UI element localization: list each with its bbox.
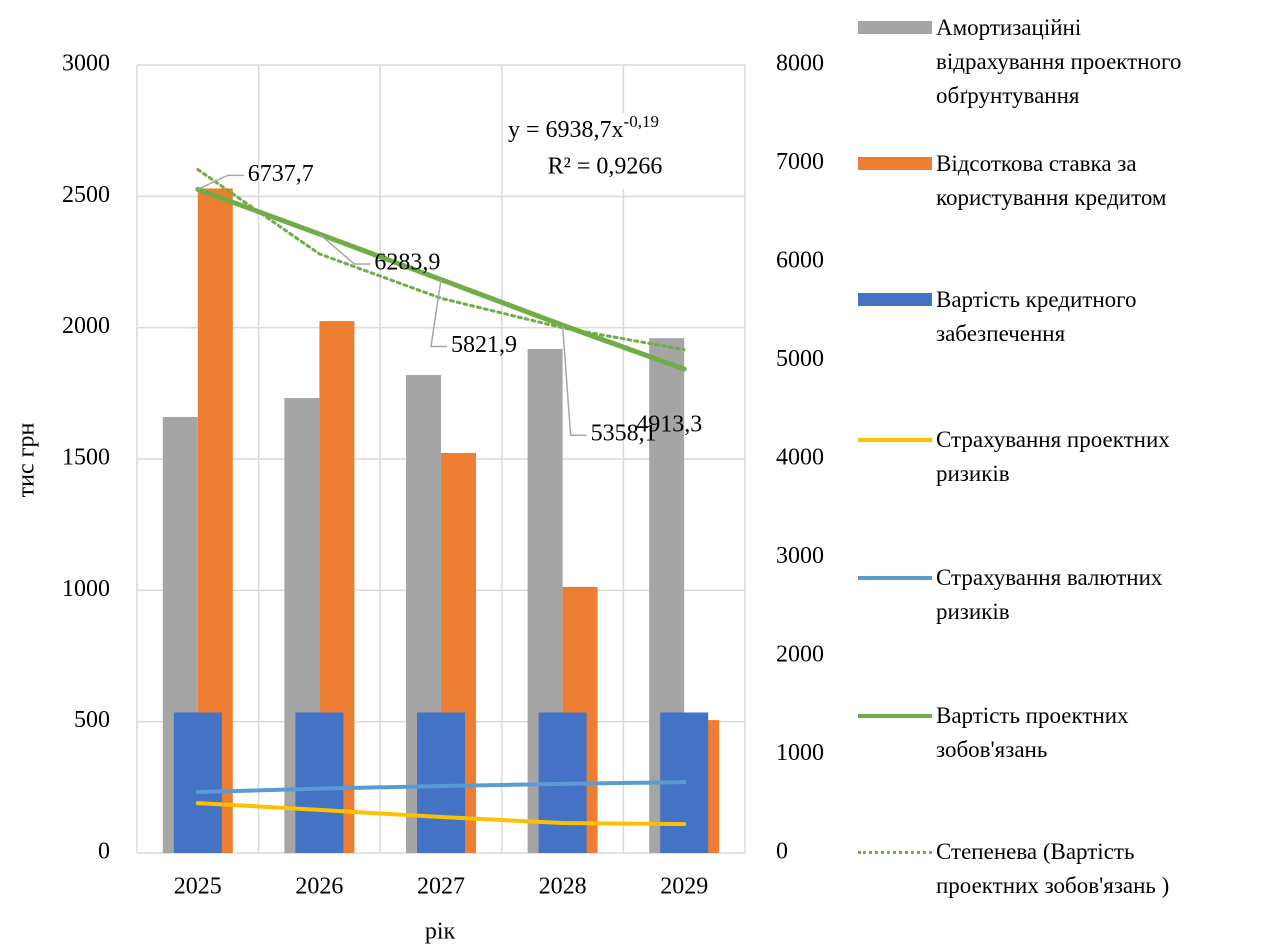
legend-label: Страхування проектних ризиків [936,427,1170,486]
y2-tick-label: 7000 [776,149,824,175]
y2-tick-label: 6000 [776,248,824,274]
y2-tick-label: 1000 [776,740,824,766]
bar [295,712,344,853]
y-tick-label: 2000 [62,313,110,339]
data-label: 6737,7 [248,161,314,187]
y-tick-label: 3000 [62,51,110,77]
y2-tick-label: 0 [776,839,788,865]
y2-tick-label: 8000 [776,51,824,77]
data-label: 5821,9 [451,332,517,358]
leader-line [430,279,447,348]
y2-tick-label: 5000 [776,346,824,372]
y-axis-label: тис грн [14,423,40,498]
legend-label: Вартість проектних зобов'язань [936,703,1129,762]
legend-swatch [858,851,932,854]
trend-equation: y = 6938,7x-0,19 [508,112,659,143]
legend-label: Відсоткова ставка за користування кредит… [936,151,1167,210]
r-squared: R² = 0,9266 [548,154,663,180]
y2-tick-label: 4000 [776,445,824,471]
legend-label: Амортизаційні відрахування проектного об… [936,15,1182,108]
x-axis-label: рік [425,919,456,945]
y-tick-label: 500 [74,707,110,733]
legend-swatch [858,576,932,580]
x-tick-label: 2027 [417,874,465,900]
data-label: 5358,1 [591,421,657,447]
legend-label: Степенева (Вартість проектних зобов'язан… [936,839,1170,898]
legend-label: Вартість кредитного забезпечення [936,287,1137,346]
legend-swatch [858,293,932,306]
y-tick-label: 2500 [62,182,110,208]
bar [173,712,222,853]
legend-swatch [858,438,932,442]
y-tick-label: 0 [98,839,110,865]
bar [417,712,465,853]
equation-exponent: -0,19 [624,112,659,131]
data-label: 6283,9 [374,250,440,276]
leader-line [197,174,244,191]
legend-swatch [858,157,932,170]
legend-swatch [858,21,932,34]
line [195,801,687,827]
legend-swatch [858,714,932,718]
data-label: 4913,3 [636,412,702,438]
y-tick-label: 1000 [62,576,110,602]
x-tick-label: 2025 [174,874,222,900]
x-tick-label: 2026 [295,874,343,900]
legend-label: Страхування валютних ризиків [936,565,1163,624]
y-tick-label: 1500 [62,445,110,471]
leader-line [561,325,587,436]
y2-tick-label: 2000 [776,642,824,668]
y2-tick-label: 3000 [776,543,824,569]
trend-line [196,168,686,352]
leader-line [318,233,371,265]
equation-box [503,113,708,189]
line [195,780,687,795]
line [195,186,687,372]
x-tick-label: 2028 [539,874,587,900]
x-tick-label: 2029 [660,874,708,900]
equation-base: y = 6938,7x [508,117,624,143]
